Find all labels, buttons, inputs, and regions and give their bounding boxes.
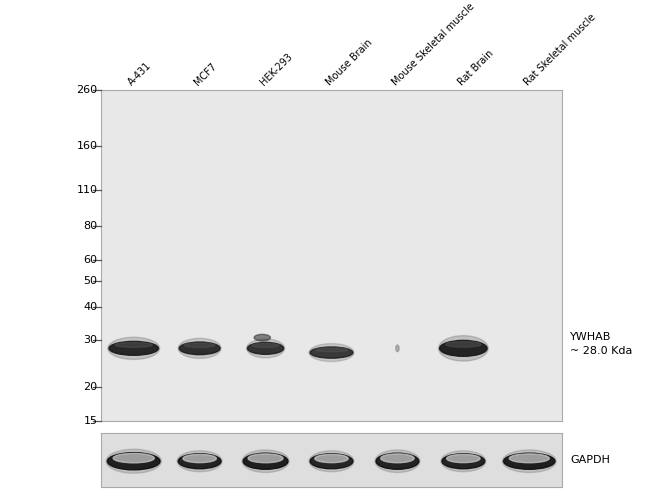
Text: HEK-293: HEK-293 — [259, 51, 294, 87]
Ellipse shape — [447, 454, 480, 463]
Ellipse shape — [107, 453, 160, 470]
Ellipse shape — [439, 341, 487, 356]
Ellipse shape — [109, 342, 159, 355]
Text: 60: 60 — [83, 255, 98, 265]
Ellipse shape — [248, 343, 283, 354]
Ellipse shape — [504, 453, 555, 469]
Text: ~ 28.0 Kda: ~ 28.0 Kda — [570, 346, 632, 356]
Text: Rat Skeletal muscle: Rat Skeletal muscle — [522, 12, 597, 87]
Ellipse shape — [310, 454, 353, 469]
Ellipse shape — [246, 339, 285, 358]
Text: A-431: A-431 — [127, 60, 153, 87]
Ellipse shape — [183, 454, 216, 463]
Ellipse shape — [509, 454, 549, 463]
Text: YWHAB: YWHAB — [570, 332, 612, 343]
Ellipse shape — [242, 450, 289, 473]
Text: 260: 260 — [77, 85, 98, 95]
Ellipse shape — [309, 451, 354, 472]
Text: 160: 160 — [77, 141, 98, 151]
Text: 110: 110 — [77, 184, 98, 195]
Text: Rat Brain: Rat Brain — [456, 48, 495, 87]
Ellipse shape — [243, 453, 288, 469]
Ellipse shape — [441, 451, 486, 472]
Ellipse shape — [113, 453, 154, 463]
Text: Mouse Skeletal muscle: Mouse Skeletal muscle — [391, 1, 476, 87]
Ellipse shape — [108, 337, 160, 360]
Text: 40: 40 — [83, 302, 98, 312]
Ellipse shape — [442, 454, 485, 469]
Ellipse shape — [439, 336, 488, 361]
Text: 30: 30 — [83, 335, 98, 345]
Text: MCF7: MCF7 — [192, 61, 219, 87]
Ellipse shape — [179, 342, 220, 355]
Text: 50: 50 — [83, 276, 98, 286]
Ellipse shape — [502, 450, 556, 473]
Ellipse shape — [248, 454, 283, 463]
Ellipse shape — [396, 345, 399, 352]
Text: 80: 80 — [83, 222, 98, 232]
Ellipse shape — [106, 449, 161, 473]
Text: GAPDH: GAPDH — [570, 455, 610, 465]
Text: 15: 15 — [83, 416, 98, 426]
Ellipse shape — [315, 348, 348, 352]
Ellipse shape — [185, 343, 215, 348]
Ellipse shape — [381, 454, 414, 463]
Ellipse shape — [445, 342, 481, 347]
Ellipse shape — [376, 453, 419, 469]
Ellipse shape — [178, 338, 221, 359]
Ellipse shape — [254, 334, 270, 341]
Text: 20: 20 — [83, 382, 98, 392]
Ellipse shape — [375, 450, 420, 473]
Ellipse shape — [310, 347, 353, 358]
Ellipse shape — [309, 344, 354, 362]
Ellipse shape — [315, 454, 348, 463]
Ellipse shape — [177, 451, 222, 472]
Ellipse shape — [178, 454, 221, 469]
Text: Mouse Brain: Mouse Brain — [324, 37, 374, 87]
Ellipse shape — [115, 343, 152, 347]
Ellipse shape — [252, 343, 279, 348]
